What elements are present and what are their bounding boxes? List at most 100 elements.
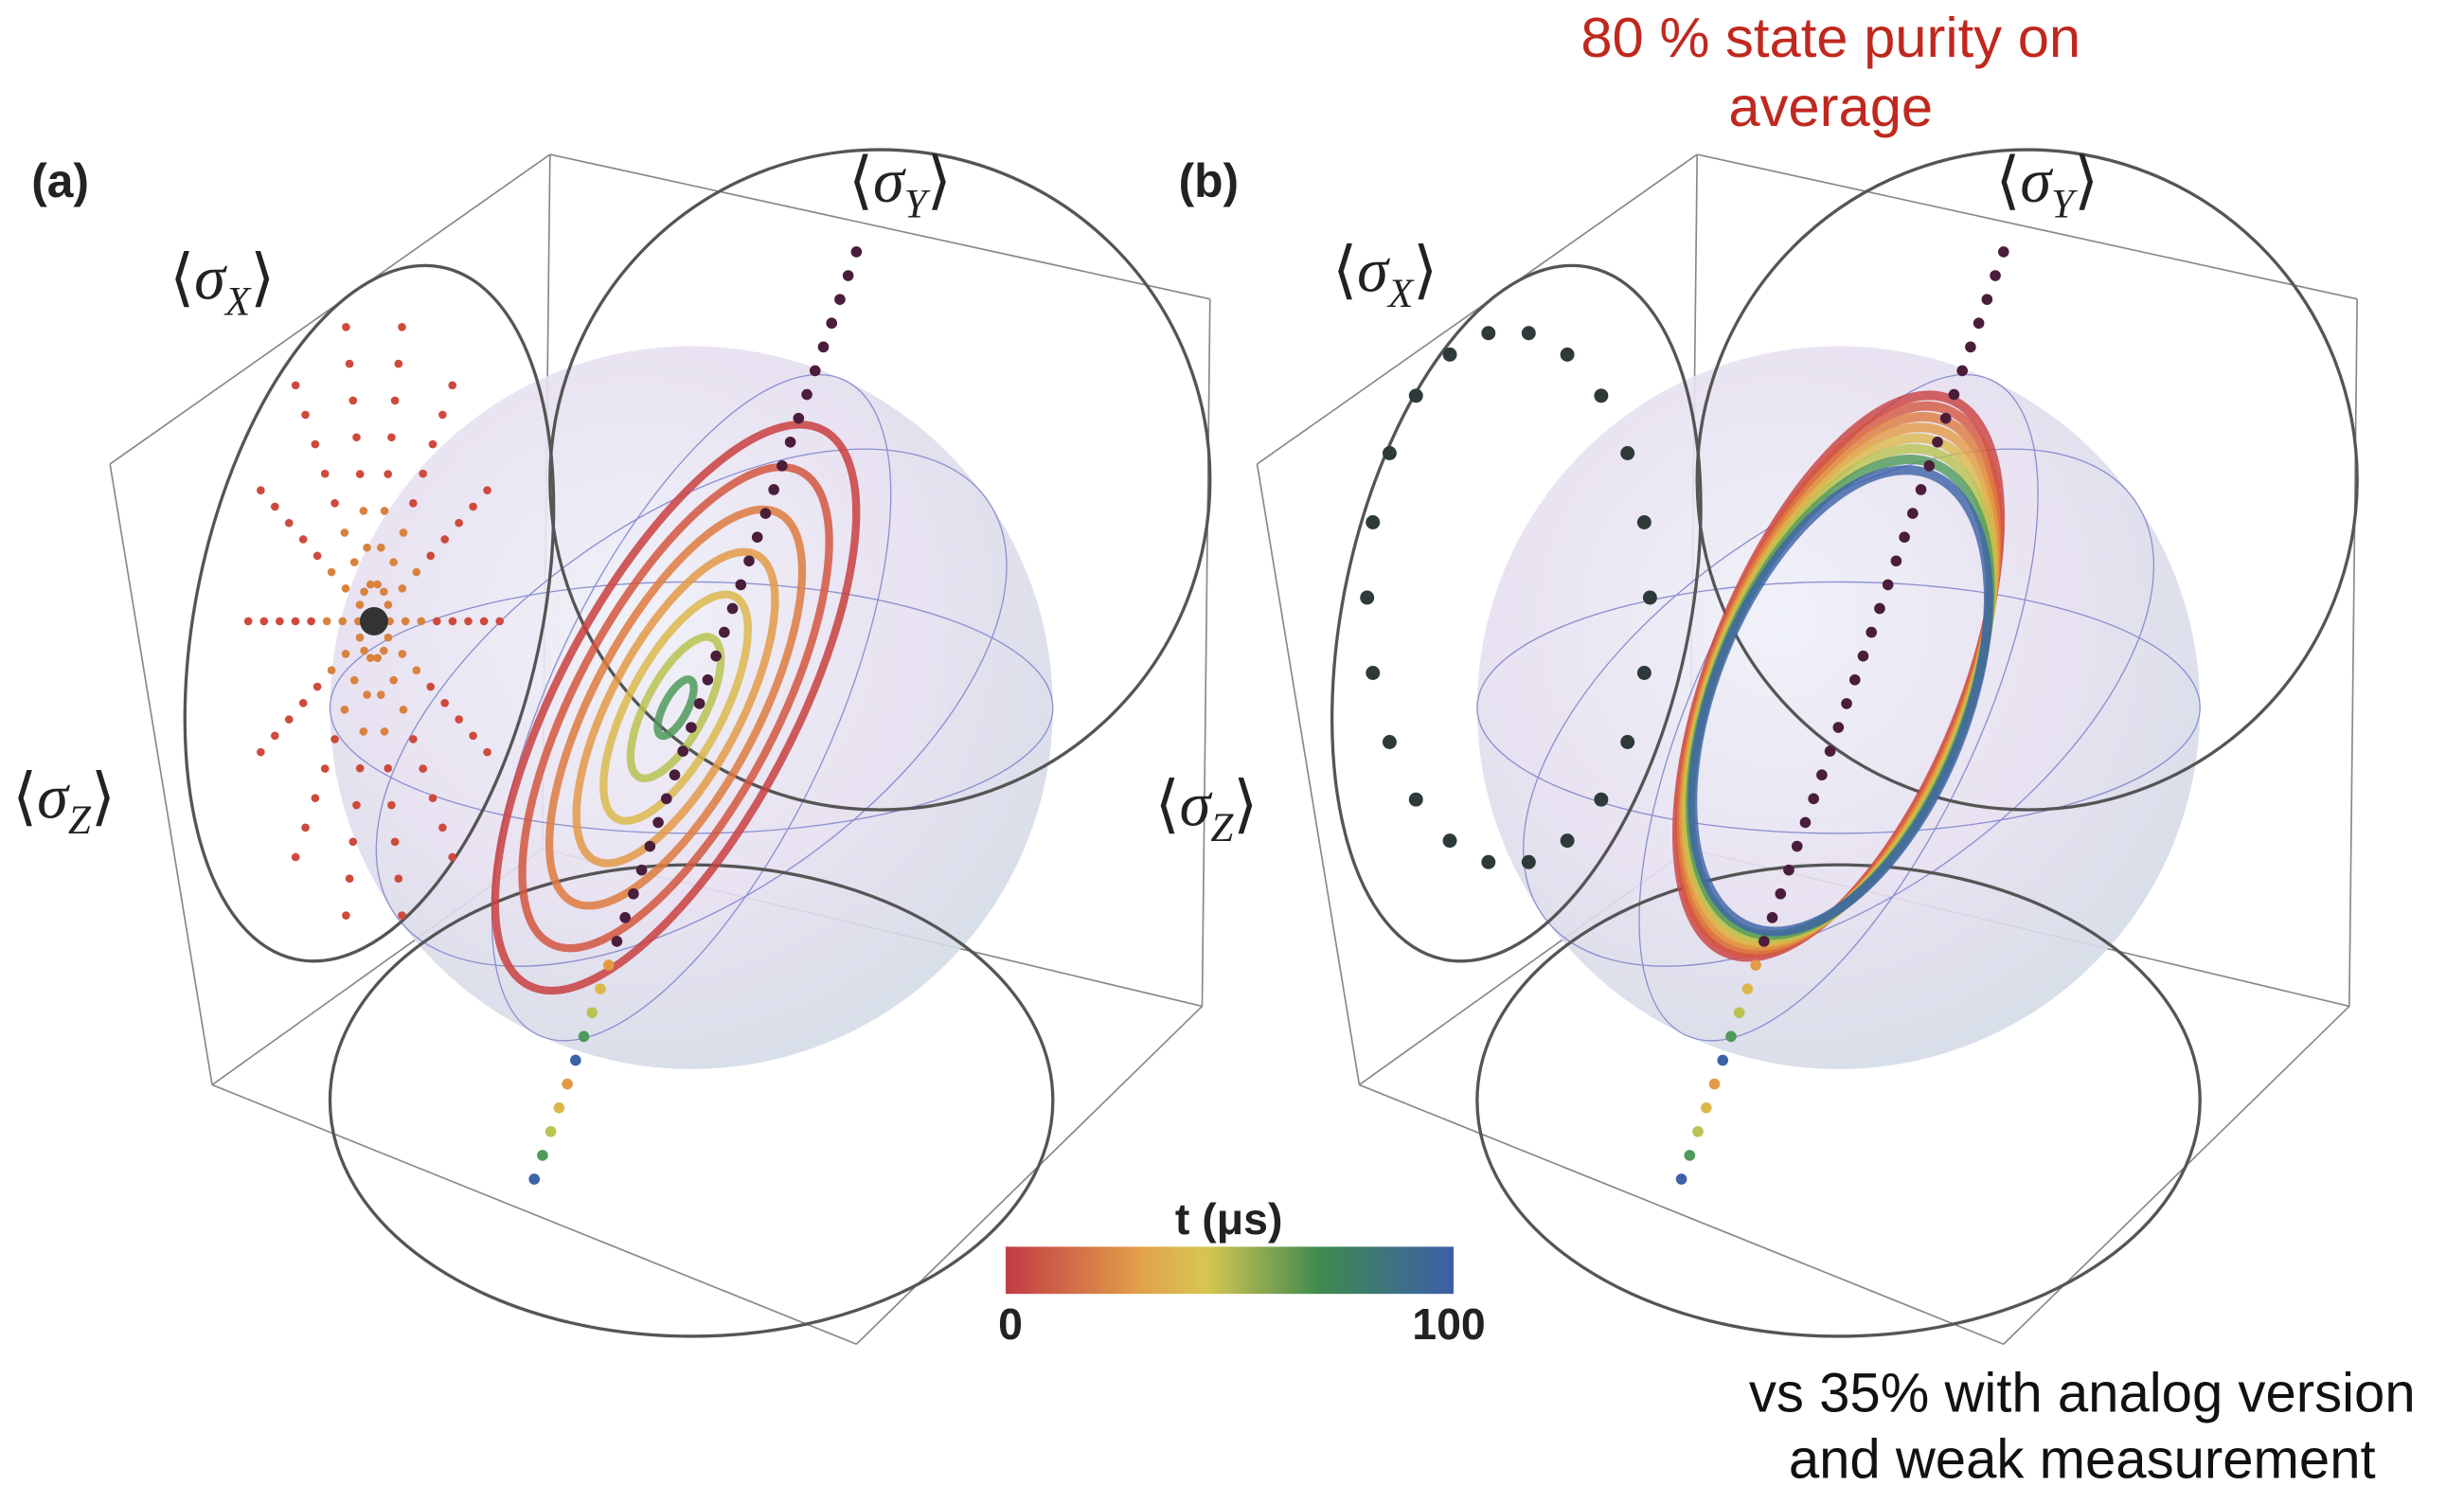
projection-dot bbox=[257, 747, 265, 757]
cube-edge bbox=[109, 463, 213, 1085]
projection-dot bbox=[1965, 341, 1976, 353]
projection-dot bbox=[373, 580, 382, 589]
projection-dot bbox=[1684, 1150, 1696, 1161]
projection-dot bbox=[366, 653, 375, 663]
projection-dot bbox=[1560, 833, 1575, 849]
projection-dot bbox=[440, 698, 450, 707]
axis-label-part: σ bbox=[194, 244, 227, 313]
projection-dot bbox=[409, 499, 418, 508]
projection-dot bbox=[850, 246, 863, 258]
projection-dot bbox=[330, 735, 339, 743]
projection-dot bbox=[1939, 412, 1952, 424]
projection-dot bbox=[1997, 246, 2009, 258]
projection-dot bbox=[1882, 579, 1894, 591]
projection-dot bbox=[1636, 515, 1652, 529]
projection-dot bbox=[719, 626, 730, 638]
projection-dot bbox=[259, 617, 269, 626]
cube-edge bbox=[2348, 298, 2358, 1007]
projection-dot bbox=[1620, 735, 1635, 749]
projection-dot bbox=[1725, 1030, 1737, 1043]
cube-edge bbox=[1257, 153, 1698, 465]
projection-dot bbox=[1733, 1007, 1745, 1019]
projection-dot bbox=[366, 580, 375, 589]
projection-dot bbox=[301, 410, 310, 420]
projection-dot bbox=[398, 584, 407, 593]
projection-dot bbox=[348, 396, 358, 405]
trajectory bbox=[491, 421, 861, 995]
projection-dot bbox=[284, 715, 294, 724]
panel-tag: (a) bbox=[31, 154, 89, 207]
projection-dot bbox=[677, 745, 689, 757]
projection-dot bbox=[1932, 436, 1943, 448]
projection-dot bbox=[291, 617, 300, 626]
projection-dot bbox=[570, 1054, 581, 1066]
projection-dot bbox=[495, 617, 505, 626]
projection-dot bbox=[1816, 769, 1828, 781]
bloch-panel: (b) bbox=[1179, 148, 2359, 1346]
bloch-sphere bbox=[1476, 346, 2201, 1069]
projection-dot bbox=[702, 673, 714, 686]
projection-dot bbox=[398, 650, 407, 658]
projection-dot bbox=[419, 469, 427, 478]
projection-dot bbox=[389, 558, 398, 566]
projection-dot bbox=[735, 579, 747, 591]
projection-dot bbox=[644, 840, 656, 852]
projection-dot bbox=[428, 439, 437, 449]
projection-dot bbox=[270, 731, 279, 741]
projection-dot bbox=[1759, 936, 1770, 947]
projection-circle bbox=[1695, 148, 2359, 812]
axis-label: ⟨σX⟩ bbox=[1332, 236, 1437, 316]
projection-dot bbox=[360, 646, 368, 655]
projection-dot bbox=[1848, 673, 1861, 686]
projection-circle bbox=[1330, 263, 1703, 963]
projection-dot bbox=[628, 887, 639, 900]
projection-dot bbox=[338, 617, 348, 626]
projection-dot bbox=[384, 470, 393, 478]
projection-dot bbox=[652, 816, 664, 829]
projection-dot bbox=[320, 469, 330, 478]
projection-dot bbox=[330, 499, 339, 508]
projection-dot bbox=[426, 682, 436, 691]
projection-dot bbox=[387, 800, 396, 810]
axis-label-part: ⟨ bbox=[848, 147, 873, 216]
axis-label-part: σ bbox=[873, 147, 906, 216]
trajectory bbox=[518, 463, 833, 953]
axis-label-part: ⟩ bbox=[1413, 236, 1437, 305]
projection-dot bbox=[342, 911, 350, 920]
colorbar-title: t (μs) bbox=[1175, 1194, 1283, 1244]
projection-dot bbox=[389, 675, 398, 685]
projection-dot bbox=[1775, 887, 1787, 900]
projection-dot bbox=[426, 551, 436, 561]
projection-dot bbox=[1841, 698, 1852, 709]
projection-dot bbox=[342, 322, 350, 331]
projection-dot bbox=[1808, 793, 1819, 805]
projection-dot bbox=[1382, 735, 1397, 749]
projection-dot bbox=[635, 864, 648, 876]
projection-dot bbox=[1907, 508, 1919, 519]
projection-dot bbox=[291, 852, 300, 862]
projection-dot bbox=[379, 587, 388, 597]
cube-edge bbox=[1201, 298, 1211, 1007]
projection-dot bbox=[341, 650, 350, 658]
cube-edge bbox=[109, 153, 551, 465]
projection-dot bbox=[1700, 1101, 1712, 1114]
projection-dot bbox=[1366, 515, 1381, 529]
axis-label-part: ⟩ bbox=[250, 244, 275, 313]
projection-dot bbox=[586, 1007, 598, 1019]
projection-dot bbox=[743, 555, 755, 567]
projection-dot bbox=[345, 359, 354, 368]
axis-label-part: ⟩ bbox=[91, 762, 116, 832]
annotation: vs 35% with analog version bbox=[1749, 1363, 2416, 1424]
projection-dot bbox=[1594, 792, 1609, 807]
cube-edge bbox=[211, 1083, 857, 1346]
projection-dot bbox=[817, 341, 830, 353]
projection-dot bbox=[464, 617, 473, 626]
projection-dot bbox=[257, 486, 265, 494]
projection-dot bbox=[1956, 365, 1968, 377]
projection-dot bbox=[377, 543, 385, 552]
projection-dot bbox=[826, 317, 838, 330]
trajectory bbox=[1687, 465, 1993, 937]
projection-dot bbox=[448, 381, 457, 390]
